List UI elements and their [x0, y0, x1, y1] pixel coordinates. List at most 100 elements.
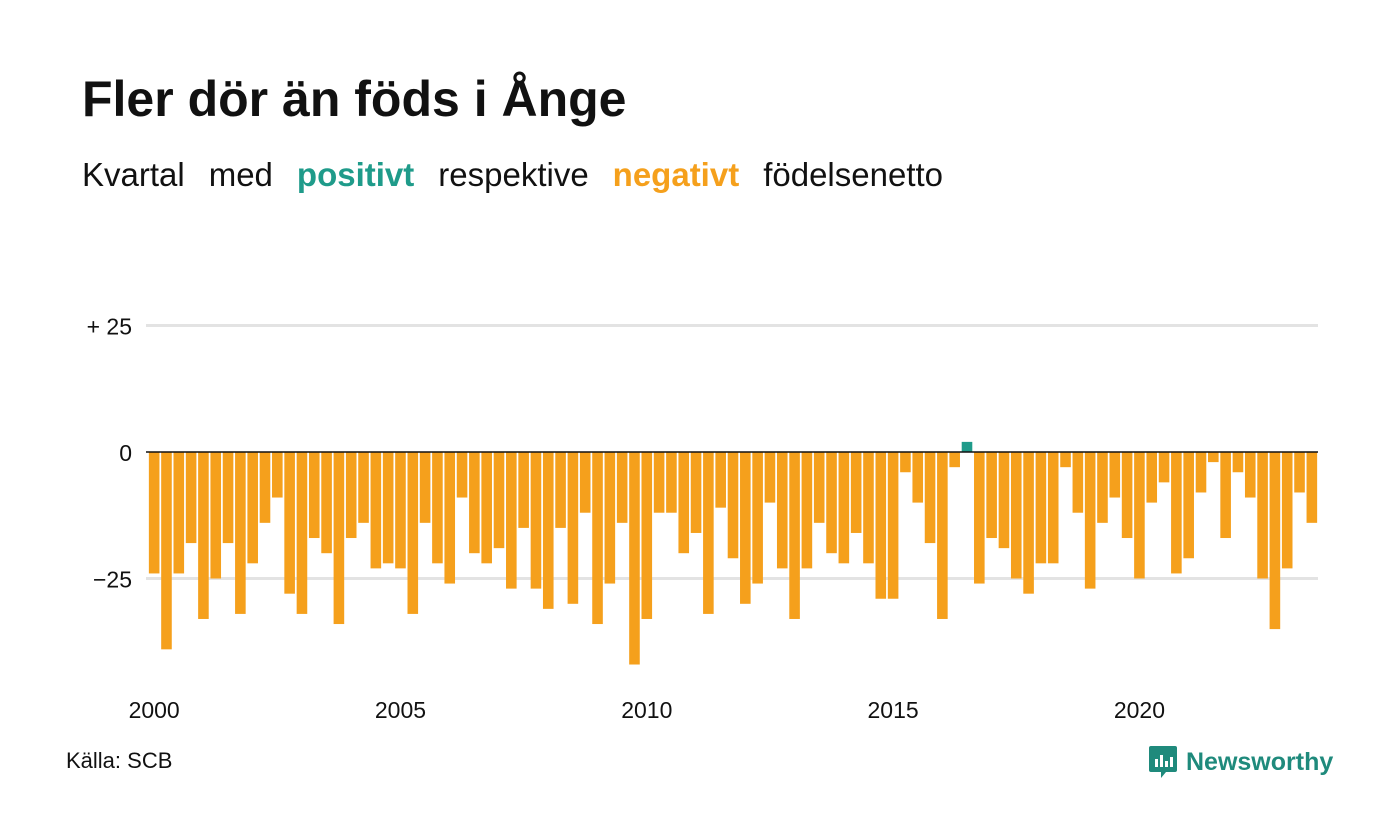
bar	[1097, 452, 1108, 523]
bar	[1244, 452, 1256, 498]
bar	[912, 452, 924, 503]
bar	[900, 452, 911, 473]
x-tick-label: 2020	[1114, 697, 1165, 723]
bar	[1232, 452, 1244, 473]
bar	[395, 452, 406, 569]
bar	[604, 452, 616, 584]
bar	[641, 452, 653, 619]
bar	[974, 452, 985, 584]
bar	[419, 452, 431, 523]
subtitle-positive: positivt	[296, 156, 415, 193]
bar	[740, 452, 751, 604]
bar	[813, 452, 825, 523]
bar	[161, 452, 172, 650]
bar	[518, 452, 529, 528]
bar	[690, 452, 702, 533]
subtitle-part-4: födelsenetto	[763, 156, 944, 193]
y-tick-label: 0	[119, 440, 132, 466]
bar	[185, 452, 197, 544]
bar	[1257, 452, 1268, 579]
bar	[1281, 452, 1293, 569]
brand-name: Newsworthy	[1186, 747, 1334, 776]
newsworthy-logo-icon	[1149, 746, 1177, 778]
bars	[148, 441, 1318, 665]
bar	[542, 452, 554, 609]
bar	[715, 452, 726, 508]
bar	[838, 452, 850, 564]
bar	[530, 452, 542, 589]
bar	[1195, 452, 1207, 493]
bar	[1084, 452, 1096, 589]
bar	[382, 452, 394, 564]
bar	[579, 452, 591, 513]
bar	[875, 452, 887, 599]
bar	[863, 452, 874, 564]
y-tick-label: −25	[93, 567, 132, 593]
bar	[272, 452, 283, 498]
bar	[345, 452, 357, 539]
bar	[616, 452, 628, 523]
bar	[1294, 452, 1305, 493]
bar	[469, 452, 480, 554]
bar	[173, 452, 185, 574]
bar	[444, 452, 456, 584]
chart-title: Fler dör än föds i Ånge	[82, 71, 627, 127]
bar	[752, 452, 763, 584]
bar	[308, 452, 320, 539]
bar	[1134, 452, 1145, 579]
subtitle-negative: negativt	[612, 156, 740, 193]
bar	[937, 452, 948, 619]
bar	[1158, 452, 1170, 483]
bar	[703, 452, 714, 614]
bar	[493, 452, 505, 549]
bar	[1010, 452, 1022, 579]
bar	[284, 452, 295, 594]
y-tick-label: + 25	[87, 314, 132, 340]
bar	[678, 452, 690, 554]
x-tick-label: 2015	[868, 697, 919, 723]
bar	[986, 452, 997, 539]
bar	[567, 452, 579, 604]
bar	[1047, 452, 1059, 564]
bar	[148, 452, 160, 574]
bar	[1035, 452, 1047, 564]
axes: + 25 0 −25 2000 2005 2010 2015 2020	[87, 314, 1318, 723]
source-note: Källa: SCB	[66, 748, 173, 773]
bar	[1121, 452, 1133, 539]
bar	[789, 452, 800, 619]
brand-logo: Newsworthy	[1148, 744, 1333, 780]
subtitle-part-3: respektive	[438, 156, 589, 193]
bar	[1183, 452, 1194, 559]
bar	[1146, 452, 1158, 503]
bar	[198, 452, 209, 619]
bar	[887, 452, 899, 599]
bar	[456, 452, 468, 498]
bar	[924, 452, 936, 544]
bar	[666, 452, 677, 513]
x-tick-label: 2010	[621, 697, 672, 723]
bar	[592, 452, 603, 625]
bar	[1171, 452, 1182, 574]
bar	[1072, 452, 1084, 513]
bar	[555, 452, 566, 528]
bar	[764, 452, 776, 503]
bar	[1109, 452, 1121, 498]
bar	[321, 452, 332, 554]
bar	[961, 441, 973, 452]
bar	[333, 452, 345, 625]
x-tick-label: 2000	[129, 697, 180, 723]
bar	[1060, 452, 1071, 468]
bar	[247, 452, 258, 564]
bar	[801, 452, 813, 569]
bar	[370, 452, 382, 569]
bar	[727, 452, 739, 559]
bar	[506, 452, 517, 589]
x-tick-label: 2005	[375, 697, 426, 723]
bar	[1023, 452, 1034, 594]
bar	[407, 452, 419, 614]
bar	[629, 452, 640, 665]
bar	[481, 452, 492, 564]
bar	[1208, 452, 1219, 463]
bar	[210, 452, 222, 579]
